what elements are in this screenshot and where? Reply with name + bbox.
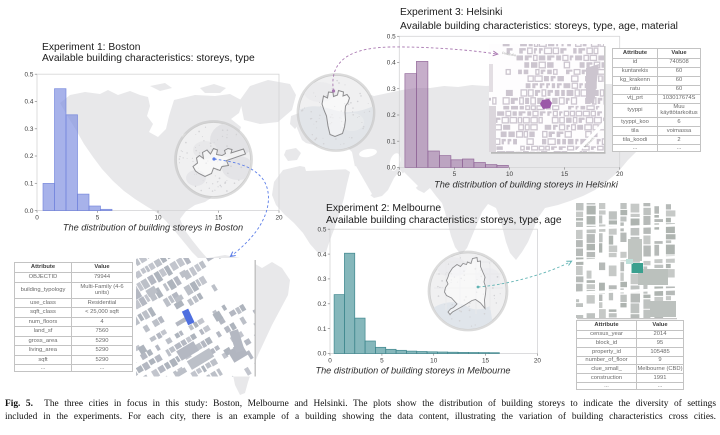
- svg-text:5: 5: [96, 214, 100, 221]
- svg-text:20: 20: [534, 357, 542, 364]
- svg-text:5: 5: [453, 171, 457, 178]
- svg-text:0.0: 0.0: [318, 351, 327, 358]
- svg-text:0.4: 0.4: [387, 60, 396, 67]
- svg-text:5: 5: [380, 357, 384, 364]
- svg-text:0: 0: [35, 214, 39, 221]
- svg-text:The distribution of building s: The distribution of building storeys in …: [434, 180, 619, 190]
- svg-text:0.0: 0.0: [387, 165, 396, 172]
- svg-text:0: 0: [398, 171, 402, 178]
- svg-text:15: 15: [482, 357, 490, 364]
- svg-text:0.4: 0.4: [318, 251, 327, 258]
- svg-text:0: 0: [328, 357, 332, 364]
- svg-text:The distribution of building s: The distribution of building storeys in …: [63, 223, 243, 233]
- svg-text:0.3: 0.3: [318, 276, 327, 283]
- svg-text:10: 10: [154, 214, 162, 221]
- svg-text:The distribution of building s: The distribution of building storeys in …: [315, 366, 510, 376]
- svg-text:0.5: 0.5: [387, 34, 396, 41]
- svg-text:0.2: 0.2: [25, 153, 34, 160]
- svg-text:15: 15: [561, 171, 569, 178]
- svg-text:10: 10: [430, 357, 438, 364]
- svg-text:0.1: 0.1: [25, 181, 34, 188]
- svg-text:0.1: 0.1: [387, 138, 396, 145]
- svg-text:20: 20: [275, 214, 283, 221]
- svg-text:20: 20: [616, 171, 624, 178]
- svg-text:0.2: 0.2: [387, 112, 396, 119]
- svg-text:0.2: 0.2: [318, 301, 327, 308]
- svg-text:0.3: 0.3: [25, 126, 34, 133]
- svg-text:0.4: 0.4: [25, 99, 34, 106]
- svg-text:0.0: 0.0: [25, 208, 34, 215]
- svg-text:0.5: 0.5: [25, 71, 34, 78]
- svg-text:0.3: 0.3: [387, 86, 396, 93]
- svg-text:15: 15: [215, 214, 223, 221]
- svg-text:0.1: 0.1: [318, 326, 327, 333]
- svg-text:10: 10: [506, 171, 514, 178]
